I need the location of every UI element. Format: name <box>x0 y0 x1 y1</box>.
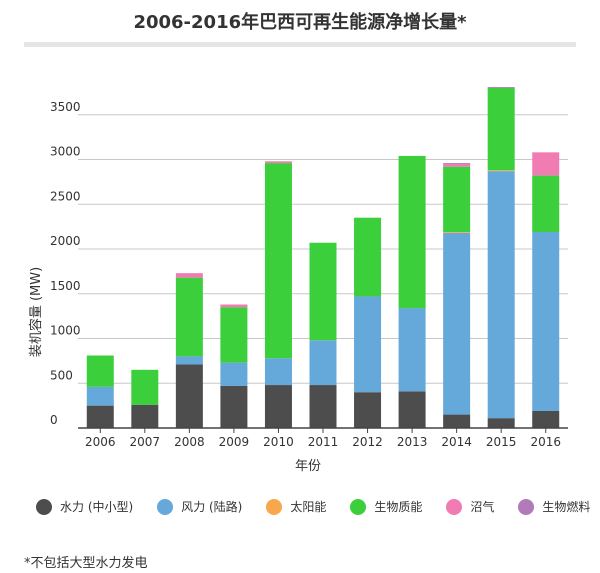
bars <box>86 87 560 428</box>
x-tick-label: 2011 <box>308 435 339 449</box>
bar-segment <box>532 231 560 411</box>
y-tick-label: 1500 <box>50 279 81 293</box>
x-tick-label: 2006 <box>85 435 116 449</box>
legend-swatch <box>36 498 52 515</box>
legend-item: 沼气 <box>446 498 494 515</box>
bar-segment <box>220 385 248 428</box>
legend-label: 生物燃料 <box>542 500 591 514</box>
bar-segment <box>220 304 248 308</box>
x-tick-label: 2016 <box>530 435 561 449</box>
bar-segment <box>443 414 471 428</box>
legend-swatch <box>350 498 367 515</box>
bar-segment <box>487 87 515 171</box>
chart-title: 2006-2016年巴西可再生能源净增长量* <box>133 12 467 33</box>
bar-segment <box>354 392 382 428</box>
legend-item: 水力 (中小型) <box>36 498 133 515</box>
legend-item: 生物燃料 <box>518 498 590 515</box>
legend-swatch <box>157 498 174 515</box>
legend-item: 生物质能 <box>350 498 422 515</box>
y-axis-label: 装机容量 (MW) <box>28 267 44 357</box>
y-tick-label: 500 <box>50 368 73 382</box>
bar-segment <box>398 391 426 428</box>
y-tick-label: 3000 <box>50 145 81 159</box>
axes: 0 500 1000 1500 2000 2500 3000 3500 2006 2007 2008… <box>50 100 568 449</box>
bar-segment <box>220 362 248 386</box>
bar-segment <box>175 273 203 278</box>
bar-segment <box>532 175 560 232</box>
bar-segment <box>175 356 203 365</box>
legend-label: 太阳能 <box>290 500 327 514</box>
legend-label: 水力 (中小型) <box>60 500 134 514</box>
bar-segment <box>264 358 292 386</box>
legend-item: 太阳能 <box>266 498 326 515</box>
bar-segment <box>532 410 560 428</box>
bar-segment <box>86 386 114 406</box>
x-tick-label: 2015 <box>486 435 517 449</box>
legend-label: 风力 (陆路) <box>181 500 243 514</box>
bar-segment <box>86 355 114 387</box>
legend-label: 生物质能 <box>374 500 423 514</box>
bar-segment <box>264 385 292 428</box>
y-tick-label: 0 <box>50 413 58 427</box>
x-tick-label: 2014 <box>441 435 472 449</box>
bar-segment <box>487 418 515 428</box>
legend-label: 沼气 <box>470 500 495 514</box>
bar-segment <box>398 155 426 309</box>
bar-segment <box>309 385 337 428</box>
bar-segment <box>354 296 382 393</box>
x-tick-label: 2009 <box>219 435 250 449</box>
bar-segment <box>309 242 337 341</box>
x-tick-label: 2013 <box>397 435 428 449</box>
x-axis-label: 年份 <box>295 459 321 474</box>
bar-segment <box>264 161 292 164</box>
legend-item: 风力 (陆路) <box>157 498 242 515</box>
bar-segment <box>443 163 471 167</box>
bar-segment <box>175 364 203 428</box>
bar-segment <box>487 171 515 419</box>
bar-segment <box>220 307 248 363</box>
bar-segment <box>532 152 560 176</box>
bar-segment <box>131 369 159 405</box>
bar-segment <box>131 404 159 428</box>
x-tick-label: 2008 <box>174 435 205 449</box>
bar-segment <box>309 340 337 386</box>
legend-swatch <box>266 498 283 515</box>
x-tick-label: 2007 <box>130 435 161 449</box>
legend-swatch <box>518 498 535 515</box>
x-tick-label: 2010 <box>263 435 294 449</box>
legend-swatch <box>446 498 463 515</box>
footnote: *不包括大型水力发电 <box>24 556 148 571</box>
title-divider <box>24 42 576 47</box>
bar-segment <box>487 87 515 88</box>
bar-segment <box>398 308 426 392</box>
bar-segment <box>487 170 515 172</box>
stacked-bar-chart: 0 500 1000 1500 2000 2500 3000 3500 2006 2007 2008… <box>28 87 568 474</box>
y-tick-label: 2000 <box>50 234 81 248</box>
bar-segment <box>443 231 471 233</box>
bar-segment <box>264 163 292 359</box>
legend: 水力 (中小型) 风力 (陆路) 太阳能 生物质能 沼气 生物燃料 <box>36 498 590 515</box>
bar-segment <box>443 166 471 232</box>
y-tick-label: 2500 <box>50 189 81 203</box>
bar-segment <box>175 277 203 357</box>
y-tick-label: 1000 <box>50 324 81 338</box>
y-tick-label: 3500 <box>50 100 81 114</box>
bar-segment <box>443 232 471 415</box>
bar-segment <box>86 405 114 428</box>
bar-segment <box>443 163 471 164</box>
x-tick-label: 2012 <box>352 435 383 449</box>
bar-segment <box>354 217 382 297</box>
